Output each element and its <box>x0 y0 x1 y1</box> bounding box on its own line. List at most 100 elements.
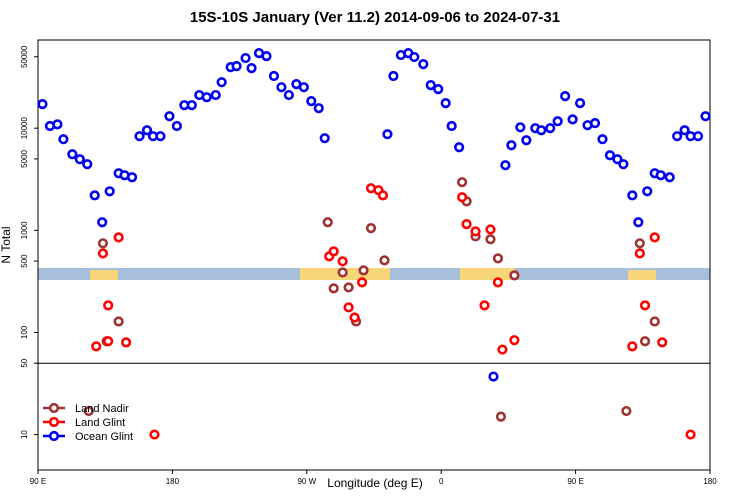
data-point <box>597 134 608 145</box>
data-point <box>67 149 78 160</box>
data-point <box>440 98 451 109</box>
data-point <box>488 371 499 382</box>
data-point <box>589 118 601 129</box>
data-point <box>82 159 93 170</box>
data-point <box>446 120 457 132</box>
data-point <box>509 270 520 281</box>
data-point <box>634 248 645 259</box>
x-tick-label: 180 <box>166 477 180 486</box>
legend-marker <box>48 430 60 442</box>
data-point <box>567 114 578 125</box>
data-point <box>515 122 526 133</box>
data-point <box>655 170 666 181</box>
data-point <box>379 255 390 266</box>
data-point <box>126 172 138 183</box>
y-axis-label: N Total <box>0 226 13 263</box>
data-point <box>349 312 360 323</box>
data-point <box>337 256 348 267</box>
data-point <box>328 246 339 257</box>
data-point <box>83 405 94 417</box>
coverage-band <box>38 268 710 280</box>
data-point <box>495 411 507 422</box>
data-point <box>692 131 704 142</box>
data-point <box>97 238 109 249</box>
data-point <box>552 116 563 127</box>
y-tick-label: 10 <box>20 430 29 439</box>
data-point <box>37 99 48 110</box>
data-point <box>319 133 330 144</box>
data-point <box>433 84 444 95</box>
data-point <box>521 135 532 146</box>
data-point <box>506 140 517 151</box>
data-point <box>356 277 368 288</box>
land-band <box>628 270 656 280</box>
data-point <box>97 248 109 259</box>
data-point <box>454 142 465 153</box>
data-point <box>409 51 420 63</box>
data-point <box>685 429 696 440</box>
data-point <box>149 429 160 440</box>
data-point <box>492 253 504 264</box>
data-point <box>457 192 468 203</box>
data-point <box>58 134 69 145</box>
data-point <box>470 226 481 237</box>
data-point <box>261 50 272 62</box>
data-point <box>560 91 571 102</box>
data-point <box>425 80 436 91</box>
y-tick-label: 1000 <box>20 221 29 239</box>
data-point <box>492 277 504 288</box>
legend-marker <box>48 416 60 428</box>
y-tick-label: 50 <box>20 358 29 367</box>
x-tick-label: 90 W <box>297 477 316 486</box>
data-point <box>649 316 660 327</box>
data-point <box>103 300 114 311</box>
legend-label: Ocean Glint <box>75 431 133 443</box>
data-point <box>639 300 651 311</box>
data-point <box>141 125 153 136</box>
legend-marker <box>48 402 60 414</box>
data-point <box>103 336 114 347</box>
data-point <box>457 177 468 188</box>
data-point <box>328 283 339 294</box>
data-point <box>634 238 645 249</box>
data-point <box>657 337 668 348</box>
data-point <box>679 125 690 136</box>
data-point <box>134 131 145 142</box>
plot-frame <box>37 39 711 471</box>
y-tick-label: 500 <box>20 254 29 268</box>
data-point <box>171 120 182 132</box>
data-point <box>74 154 85 165</box>
data-point <box>377 190 389 201</box>
x-tick-label: 0 <box>439 477 444 486</box>
data-point <box>509 335 520 346</box>
chart-title: 15S-10S January (Ver 11.2) 2014-09-06 to… <box>190 9 560 26</box>
data-point <box>358 265 369 276</box>
data-point <box>91 341 102 352</box>
data-point <box>388 70 399 82</box>
data-point <box>240 52 251 64</box>
data-point <box>627 341 638 352</box>
data-point <box>186 100 197 111</box>
data-point <box>633 217 644 228</box>
land-band <box>90 270 118 280</box>
data-point <box>121 337 132 348</box>
data-point <box>500 160 511 171</box>
legend-label: Land Glint <box>75 417 125 429</box>
data-point <box>313 103 324 114</box>
data-point <box>485 234 496 245</box>
data-point <box>479 300 490 311</box>
data-point <box>618 159 629 170</box>
data-point <box>627 190 638 201</box>
data-point <box>664 172 675 183</box>
data-point <box>231 61 242 72</box>
data-point <box>700 111 711 122</box>
x-tick-label: 90 E <box>30 477 46 486</box>
data-point <box>216 77 227 88</box>
data-point <box>164 111 175 122</box>
data-point <box>89 190 100 201</box>
y-tick-label: 50000 <box>20 45 29 68</box>
data-point <box>298 82 309 93</box>
data-point <box>418 58 429 70</box>
data-point <box>97 217 108 228</box>
data-point <box>113 232 124 243</box>
